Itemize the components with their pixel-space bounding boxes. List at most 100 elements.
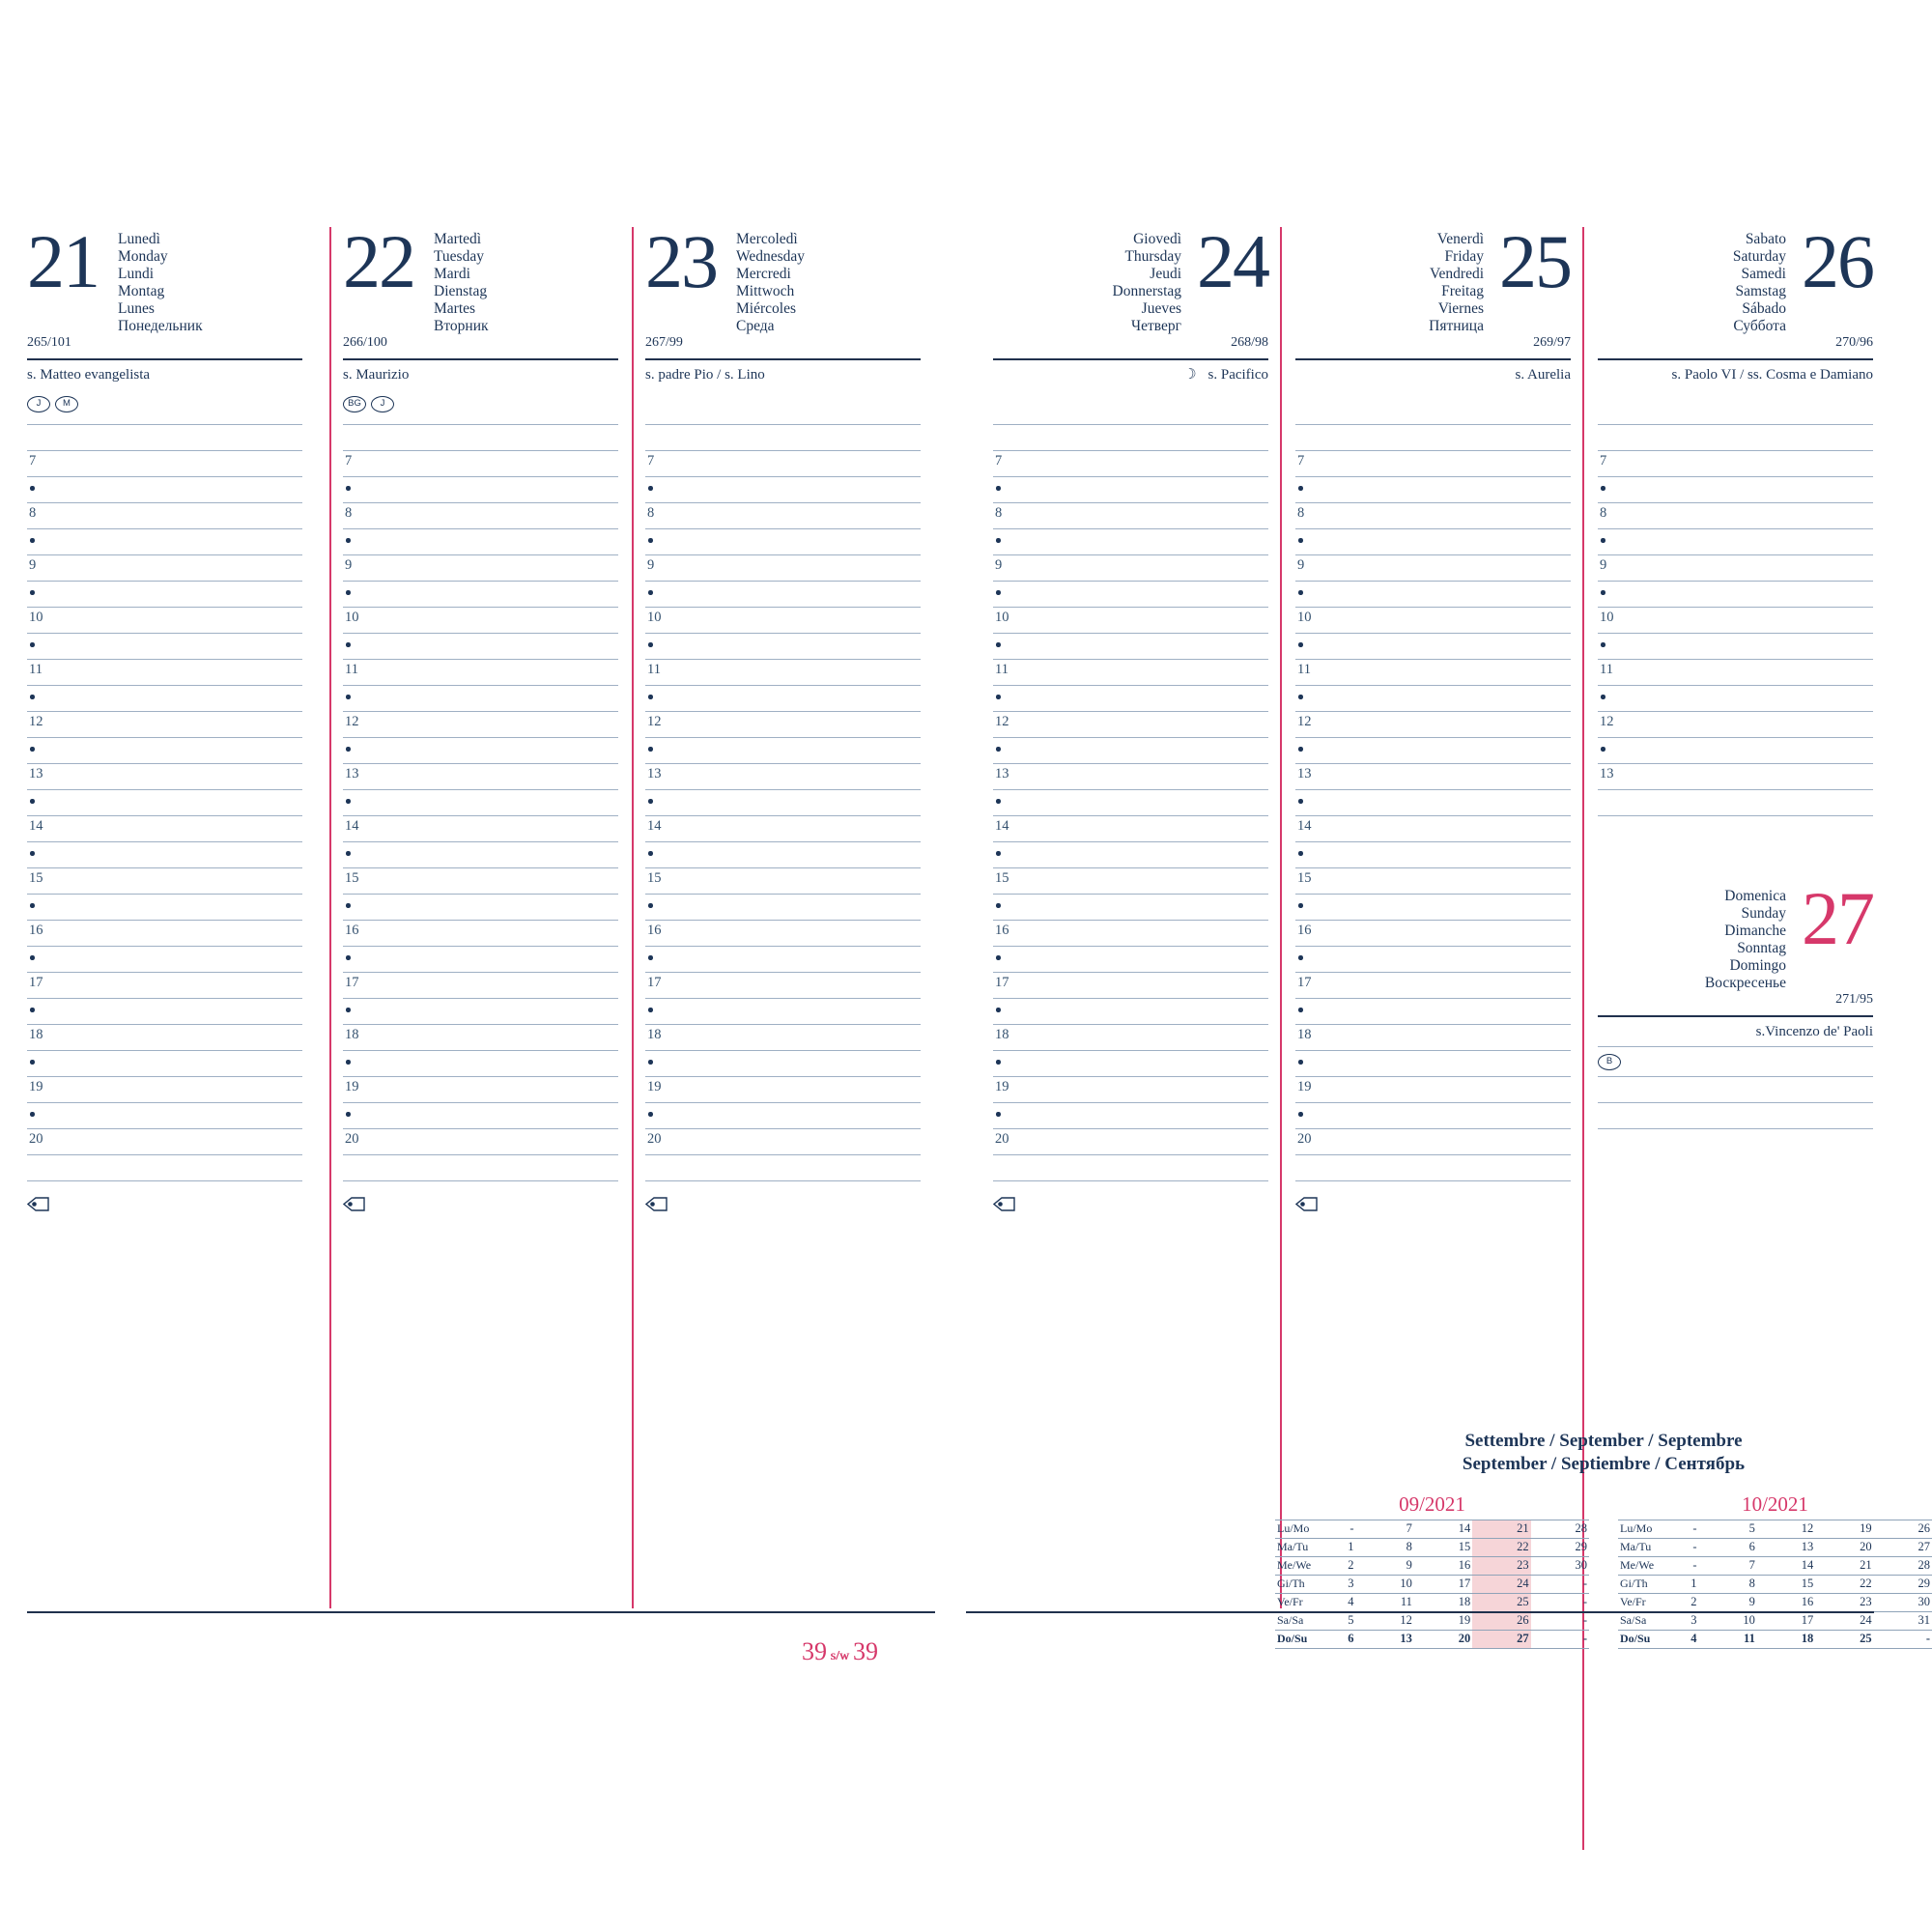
- time-slot-half-12[interactable]: [27, 738, 302, 764]
- time-slot-hour-11[interactable]: 11: [1598, 660, 1873, 686]
- time-slot-blank[interactable]: [645, 424, 921, 451]
- mini-calendar-day[interactable]: -: [1873, 1629, 1932, 1649]
- time-slot-hour-7[interactable]: 7: [1295, 451, 1571, 477]
- mini-calendar-day[interactable]: -: [1662, 1537, 1699, 1557]
- mini-calendar-day[interactable]: 4: [1320, 1592, 1356, 1612]
- time-slot-hour-7[interactable]: 7: [645, 451, 921, 477]
- time-slot-hour-14[interactable]: 14: [343, 816, 618, 842]
- time-slot-half-8[interactable]: [1598, 529, 1873, 555]
- time-slot-blank[interactable]: [1598, 424, 1873, 451]
- mini-calendar-day[interactable]: 25: [1815, 1629, 1874, 1649]
- pen-nib-icon[interactable]: [342, 1196, 366, 1211]
- time-slot-hour-13[interactable]: 13: [993, 764, 1268, 790]
- time-slot-hour-13[interactable]: 13: [343, 764, 618, 790]
- time-slot-hour-16[interactable]: 16: [993, 921, 1268, 947]
- time-slot-half-16[interactable]: [27, 947, 302, 973]
- time-slot-half-7[interactable]: [1295, 477, 1571, 503]
- time-slot-half-16[interactable]: [343, 947, 618, 973]
- time-slot-half-7[interactable]: [27, 477, 302, 503]
- mini-calendar-day[interactable]: 5: [1698, 1519, 1757, 1539]
- time-slot-hour-9[interactable]: 9: [1598, 555, 1873, 582]
- time-slot-hour-13[interactable]: 13: [27, 764, 302, 790]
- time-slot-half-18[interactable]: [1295, 1051, 1571, 1077]
- time-slot-blank[interactable]: [27, 424, 302, 451]
- time-slot-hour-7[interactable]: 7: [993, 451, 1268, 477]
- time-slot-hour-11[interactable]: 11: [1295, 660, 1571, 686]
- mini-calendar-day[interactable]: 23: [1815, 1592, 1874, 1612]
- mini-calendar-day[interactable]: 26: [1873, 1519, 1932, 1539]
- time-slot-half-7[interactable]: [993, 477, 1268, 503]
- time-slot-hour-19[interactable]: 19: [645, 1077, 921, 1103]
- mini-calendar-day[interactable]: 16: [1413, 1555, 1473, 1576]
- time-slot-hour-11[interactable]: 11: [645, 660, 921, 686]
- time-slot-hour-18[interactable]: 18: [343, 1025, 618, 1051]
- day-badge-m[interactable]: M: [55, 395, 78, 412]
- time-slot-half-8[interactable]: [27, 529, 302, 555]
- mini-calendar-day[interactable]: 26: [1472, 1610, 1531, 1631]
- time-slot-half-9[interactable]: [645, 582, 921, 608]
- time-slot-half-12[interactable]: [993, 738, 1268, 764]
- time-slot-half-17[interactable]: [1295, 999, 1571, 1025]
- time-slot-hour-12[interactable]: 12: [645, 712, 921, 738]
- mini-calendar-day[interactable]: 21: [1815, 1555, 1874, 1576]
- mini-calendar-day[interactable]: 2: [1320, 1555, 1356, 1576]
- mini-calendar-day[interactable]: 30: [1873, 1592, 1932, 1612]
- time-slot-hour-10[interactable]: 10: [27, 608, 302, 634]
- time-slot-half-10[interactable]: [1295, 634, 1571, 660]
- time-slot-hour-9[interactable]: 9: [1295, 555, 1571, 582]
- time-slot-hour-8[interactable]: 8: [993, 503, 1268, 529]
- time-slot-half-17[interactable]: [645, 999, 921, 1025]
- time-slot-half-17[interactable]: [343, 999, 618, 1025]
- time-slot-half-19[interactable]: [343, 1103, 618, 1129]
- time-slot-hour-17[interactable]: 17: [645, 973, 921, 999]
- sunday-note-slot[interactable]: [1598, 1077, 1873, 1103]
- mini-calendar-day[interactable]: 10: [1698, 1610, 1757, 1631]
- time-slot-hour-10[interactable]: 10: [343, 608, 618, 634]
- mini-calendar-day[interactable]: 6: [1698, 1537, 1757, 1557]
- time-slot-hour-10[interactable]: 10: [1598, 608, 1873, 634]
- mini-calendar-day[interactable]: 12: [1756, 1519, 1816, 1539]
- time-slot-hour-11[interactable]: 11: [27, 660, 302, 686]
- time-slot-half-19[interactable]: [1295, 1103, 1571, 1129]
- time-slot-half-8[interactable]: [645, 529, 921, 555]
- time-slot-hour-14[interactable]: 14: [993, 816, 1268, 842]
- time-slot-blank[interactable]: [1295, 424, 1571, 451]
- time-slot-half-19[interactable]: [645, 1103, 921, 1129]
- time-slot-half-7[interactable]: [645, 477, 921, 503]
- time-slot-hour-17[interactable]: 17: [1295, 973, 1571, 999]
- time-slot-hour-12[interactable]: 12: [1598, 712, 1873, 738]
- time-slot-hour-15[interactable]: 15: [343, 868, 618, 895]
- time-slot-hour-16[interactable]: 16: [1295, 921, 1571, 947]
- day-badge-j[interactable]: J: [371, 395, 394, 412]
- time-slot-half-10[interactable]: [1598, 634, 1873, 660]
- time-slot-hour-16[interactable]: 16: [343, 921, 618, 947]
- mini-calendar-day[interactable]: 7: [1355, 1519, 1414, 1539]
- mini-calendar-day[interactable]: 14: [1413, 1519, 1473, 1539]
- time-slot-half-18[interactable]: [27, 1051, 302, 1077]
- mini-calendar-day[interactable]: 6: [1320, 1629, 1356, 1649]
- time-slot-hour-20[interactable]: 20: [645, 1129, 921, 1155]
- time-slot-half-18[interactable]: [645, 1051, 921, 1077]
- mini-calendar-day[interactable]: 9: [1698, 1592, 1757, 1612]
- time-slot-hour-15[interactable]: 15: [1295, 868, 1571, 895]
- time-slot-hour-18[interactable]: 18: [645, 1025, 921, 1051]
- time-slot-hour-17[interactable]: 17: [343, 973, 618, 999]
- time-slot-hour-8[interactable]: 8: [27, 503, 302, 529]
- time-slot-half-9[interactable]: [993, 582, 1268, 608]
- mini-calendar-day[interactable]: -: [1530, 1629, 1589, 1649]
- time-slot-half-9[interactable]: [1598, 582, 1873, 608]
- mini-calendar-day[interactable]: 28: [1530, 1519, 1589, 1539]
- time-slot-half-14[interactable]: [27, 842, 302, 868]
- time-slot-trailing[interactable]: [1295, 1155, 1571, 1181]
- time-slot-hour-16[interactable]: 16: [645, 921, 921, 947]
- mini-calendar-day[interactable]: 31: [1873, 1610, 1932, 1631]
- mini-calendar-day[interactable]: 25: [1472, 1592, 1531, 1612]
- time-slot-hour-9[interactable]: 9: [343, 555, 618, 582]
- time-slot-hour-14[interactable]: 14: [645, 816, 921, 842]
- mini-calendar-day[interactable]: -: [1662, 1519, 1699, 1539]
- time-slot-blank[interactable]: [993, 424, 1268, 451]
- time-slot-half-11[interactable]: [645, 686, 921, 712]
- time-slot-half-10[interactable]: [993, 634, 1268, 660]
- time-slot-half-8[interactable]: [993, 529, 1268, 555]
- mini-calendar-day[interactable]: 21: [1472, 1519, 1531, 1539]
